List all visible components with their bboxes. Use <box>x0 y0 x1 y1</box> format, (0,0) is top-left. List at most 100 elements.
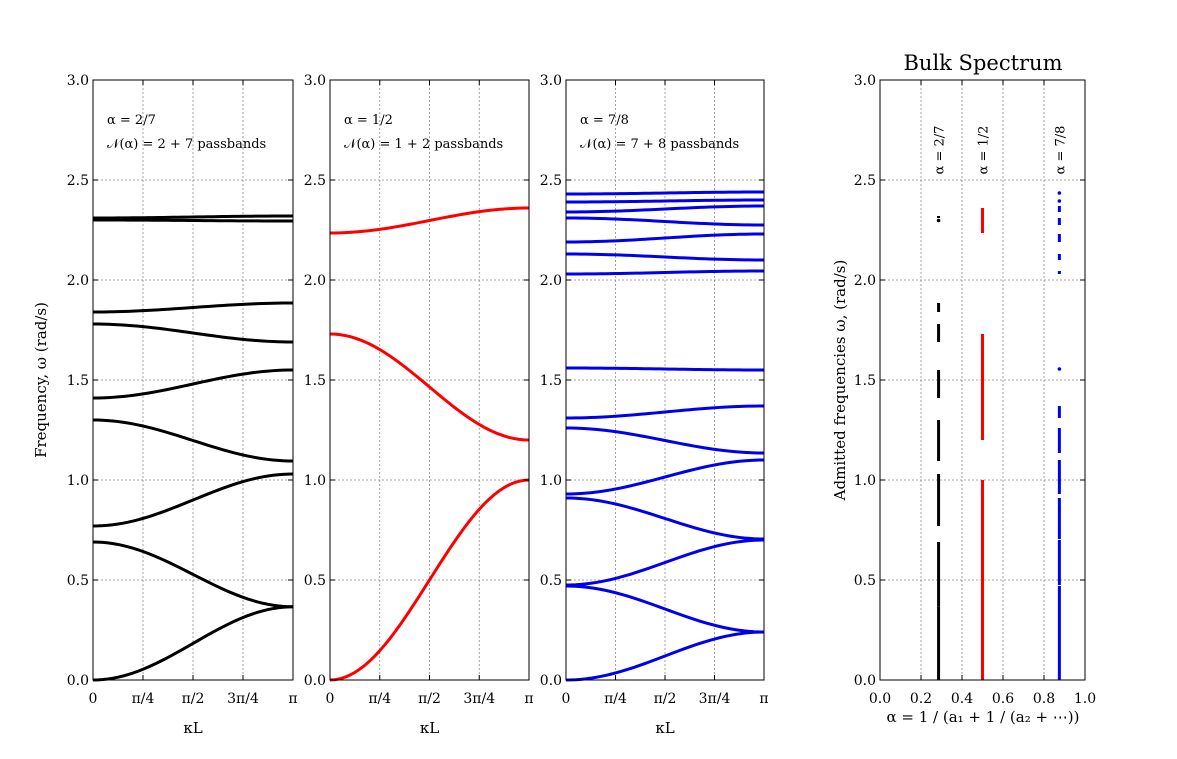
band-curve-3 <box>565 538 765 587</box>
band-curve-4 <box>92 418 294 463</box>
x-tick-label: 0.2 <box>910 691 932 707</box>
series-label: α = 7/8 <box>1053 126 1068 175</box>
panel-annotation-1: α = 7/8 <box>580 113 629 128</box>
band-curve-4 <box>565 496 765 541</box>
x-tick-label: 0.4 <box>951 691 973 707</box>
y-tick-label: 2.5 <box>67 173 89 189</box>
panel-band-alpha-1-2: 0 π/4 π/2 3π/4 π 0.0 0.5 1.0 1.5 2.0 2.5 3.0 κL α = 1… <box>304 73 534 737</box>
spectrum-point <box>1057 367 1062 371</box>
band-curve-5 <box>92 368 294 400</box>
band-curve-3 <box>329 206 530 235</box>
x-tick-label: π <box>524 691 533 707</box>
y-tick-label: 1.5 <box>67 373 89 389</box>
panel-annotation-1: α = 1/2 <box>344 113 393 128</box>
x-tick-label: 0.6 <box>992 691 1014 707</box>
x-tick-label: π/2 <box>182 691 205 707</box>
band-curve-2 <box>565 584 765 634</box>
y-tick-label: 0.0 <box>304 673 326 689</box>
y-tick-label: 2.5 <box>540 173 562 189</box>
x-tick-label: π/2 <box>418 691 441 707</box>
x-tick-label: 3π/4 <box>227 691 259 707</box>
x-tick-label: 0 <box>326 691 335 707</box>
y-tick-label: 1.5 <box>540 373 562 389</box>
x-tick-label: π/4 <box>368 691 391 707</box>
y-tick-label: 1.0 <box>854 473 876 489</box>
band-curve-14 <box>566 198 764 204</box>
bulk-spectrum-title: Bulk Spectrum <box>903 51 1062 75</box>
x-tick-label: 0.0 <box>869 691 891 707</box>
spectrum-point <box>936 218 941 223</box>
x-tick-label: π <box>288 691 297 707</box>
y-tick-label: 2.5 <box>304 173 326 189</box>
y-tick-label: 3.0 <box>67 73 89 89</box>
series-label: α = 1/2 <box>977 126 992 175</box>
x-tick-label: π <box>759 691 768 707</box>
band-curve-2 <box>92 540 294 609</box>
band-curve-12 <box>565 216 765 227</box>
y-tick-label: 0.5 <box>540 573 562 589</box>
panel-bulk-spectrum: α = 2/7 α = 1/2 α = 7/8 0.0 0.2 0.4 0.6 0.8 1.0 0… <box>854 73 1096 707</box>
x-axis-label: κL <box>655 719 674 737</box>
y-tick-label: 0.5 <box>854 573 876 589</box>
y-tick-label: 3.0 <box>540 73 562 89</box>
y-tick-label: 1.0 <box>540 473 562 489</box>
y-tick-label: 1.5 <box>854 373 876 389</box>
x-tick-label: 1.0 <box>1074 691 1096 707</box>
x-axis-label: κL <box>183 719 202 737</box>
x-axis-label: κL <box>420 719 439 737</box>
x-tick-label: 0 <box>89 691 98 707</box>
y-tick-label: 0.5 <box>304 573 326 589</box>
band-curve-9 <box>93 214 293 220</box>
y-tick-label: 2.0 <box>854 273 876 289</box>
x-tick-label: π/2 <box>654 691 677 707</box>
band-curve-9 <box>566 269 764 276</box>
spectrum-point <box>1057 191 1062 195</box>
y-tick-label: 0.5 <box>67 573 89 589</box>
y-tick-label: 3.0 <box>304 73 326 89</box>
band-curve-2 <box>329 332 530 442</box>
y-tick-label: 2.0 <box>540 273 562 289</box>
band-ylabel: Frequency, ω (rad/s) <box>32 302 50 458</box>
x-tick-label: π/4 <box>604 691 627 707</box>
series-label: α = 2/7 <box>933 126 948 175</box>
y-tick-label: 2.5 <box>854 173 876 189</box>
band-curve-8 <box>93 218 293 223</box>
panel-band-alpha-7-8: 0 π/4 π/2 3π/4 π 0.0 0.5 1.0 1.5 2.0 2.5 3.0 κL α = 7… <box>540 73 769 737</box>
spectrum-point <box>1057 199 1062 203</box>
band-curve-15 <box>566 190 764 196</box>
bulk-xlabel: α = 1 / (a₁ + 1 / (a₂ + ⋯)) <box>886 708 1079 726</box>
band-curve-8 <box>566 366 764 372</box>
y-tick-label: 0.0 <box>854 673 876 689</box>
band-curve-6 <box>565 426 765 455</box>
band-curve-6 <box>92 322 294 344</box>
x-tick-label: π/4 <box>132 691 155 707</box>
band-curve-7 <box>565 404 765 420</box>
y-tick-label: 0.0 <box>67 673 89 689</box>
y-tick-label: 1.5 <box>304 373 326 389</box>
bulk-ylabel: Admitted frequencies ω, (rad/s) <box>831 260 849 502</box>
band-curve-11 <box>565 232 765 244</box>
band-curve-3 <box>92 472 294 528</box>
panels: 0 π/4 π/2 3π/4 π 0.0 0.5 1.0 1.5 2.0 2.5 3.0 κL α = 2… <box>67 73 1096 737</box>
band-curve-7 <box>92 301 294 314</box>
panel-annotation-2: 𝒩(α) = 7 + 8 passbands <box>580 137 739 152</box>
band-curve-5 <box>565 458 765 496</box>
panel-annotation-1: α = 2/7 <box>107 113 156 128</box>
band-curve-1 <box>92 605 294 682</box>
band-curve-1 <box>329 478 530 682</box>
band-curve-13 <box>565 204 765 214</box>
panel-annotation-2: 𝒩(α) = 2 + 7 passbands <box>107 137 266 152</box>
panel-annotation-2: 𝒩(α) = 1 + 2 passbands <box>344 137 503 152</box>
x-tick-label: 3π/4 <box>699 691 731 707</box>
y-tick-label: 2.0 <box>67 273 89 289</box>
y-tick-label: 1.0 <box>67 473 89 489</box>
x-tick-label: 0.8 <box>1033 691 1055 707</box>
y-tick-label: 0.0 <box>540 673 562 689</box>
band-curve-1 <box>565 630 765 682</box>
y-tick-label: 3.0 <box>854 73 876 89</box>
y-tick-label: 2.0 <box>304 273 326 289</box>
x-tick-label: 3π/4 <box>463 691 495 707</box>
panel-band-alpha-2-7: 0 π/4 π/2 3π/4 π 0.0 0.5 1.0 1.5 2.0 2.5 3.0 κL α = 2… <box>67 73 298 737</box>
